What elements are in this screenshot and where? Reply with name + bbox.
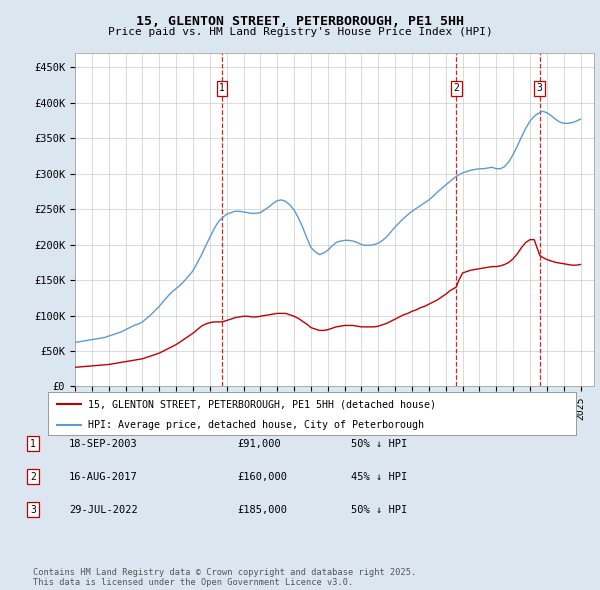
Text: 16-AUG-2017: 16-AUG-2017	[69, 472, 138, 481]
Text: 3: 3	[30, 505, 36, 514]
Text: 2: 2	[453, 83, 459, 93]
Text: 15, GLENTON STREET, PETERBOROUGH, PE1 5HH: 15, GLENTON STREET, PETERBOROUGH, PE1 5H…	[136, 15, 464, 28]
Text: Contains HM Land Registry data © Crown copyright and database right 2025.
This d: Contains HM Land Registry data © Crown c…	[33, 568, 416, 587]
Text: 1: 1	[219, 83, 225, 93]
Text: £185,000: £185,000	[237, 505, 287, 514]
Text: 2: 2	[30, 472, 36, 481]
Text: Price paid vs. HM Land Registry's House Price Index (HPI): Price paid vs. HM Land Registry's House …	[107, 27, 493, 37]
Text: 18-SEP-2003: 18-SEP-2003	[69, 439, 138, 448]
Text: 1: 1	[30, 439, 36, 448]
Text: 29-JUL-2022: 29-JUL-2022	[69, 505, 138, 514]
Text: 50% ↓ HPI: 50% ↓ HPI	[351, 439, 407, 448]
Text: 50% ↓ HPI: 50% ↓ HPI	[351, 505, 407, 514]
Text: £160,000: £160,000	[237, 472, 287, 481]
Text: HPI: Average price, detached house, City of Peterborough: HPI: Average price, detached house, City…	[88, 420, 424, 430]
Text: 45% ↓ HPI: 45% ↓ HPI	[351, 472, 407, 481]
Text: 3: 3	[537, 83, 542, 93]
Text: 15, GLENTON STREET, PETERBOROUGH, PE1 5HH (detached house): 15, GLENTON STREET, PETERBOROUGH, PE1 5H…	[88, 399, 436, 409]
Text: £91,000: £91,000	[237, 439, 281, 448]
